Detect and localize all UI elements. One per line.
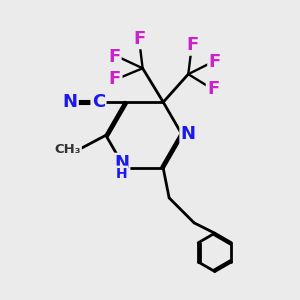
Text: C: C xyxy=(92,93,105,111)
Text: F: F xyxy=(134,30,146,48)
Text: F: F xyxy=(187,36,199,54)
Text: F: F xyxy=(207,80,219,98)
Text: F: F xyxy=(209,53,221,71)
Text: N: N xyxy=(114,154,129,172)
Text: N: N xyxy=(181,125,196,143)
Text: H: H xyxy=(116,167,127,181)
Text: N: N xyxy=(62,93,77,111)
Text: F: F xyxy=(108,48,120,66)
Text: F: F xyxy=(109,70,121,88)
Text: CH₃: CH₃ xyxy=(54,143,81,157)
